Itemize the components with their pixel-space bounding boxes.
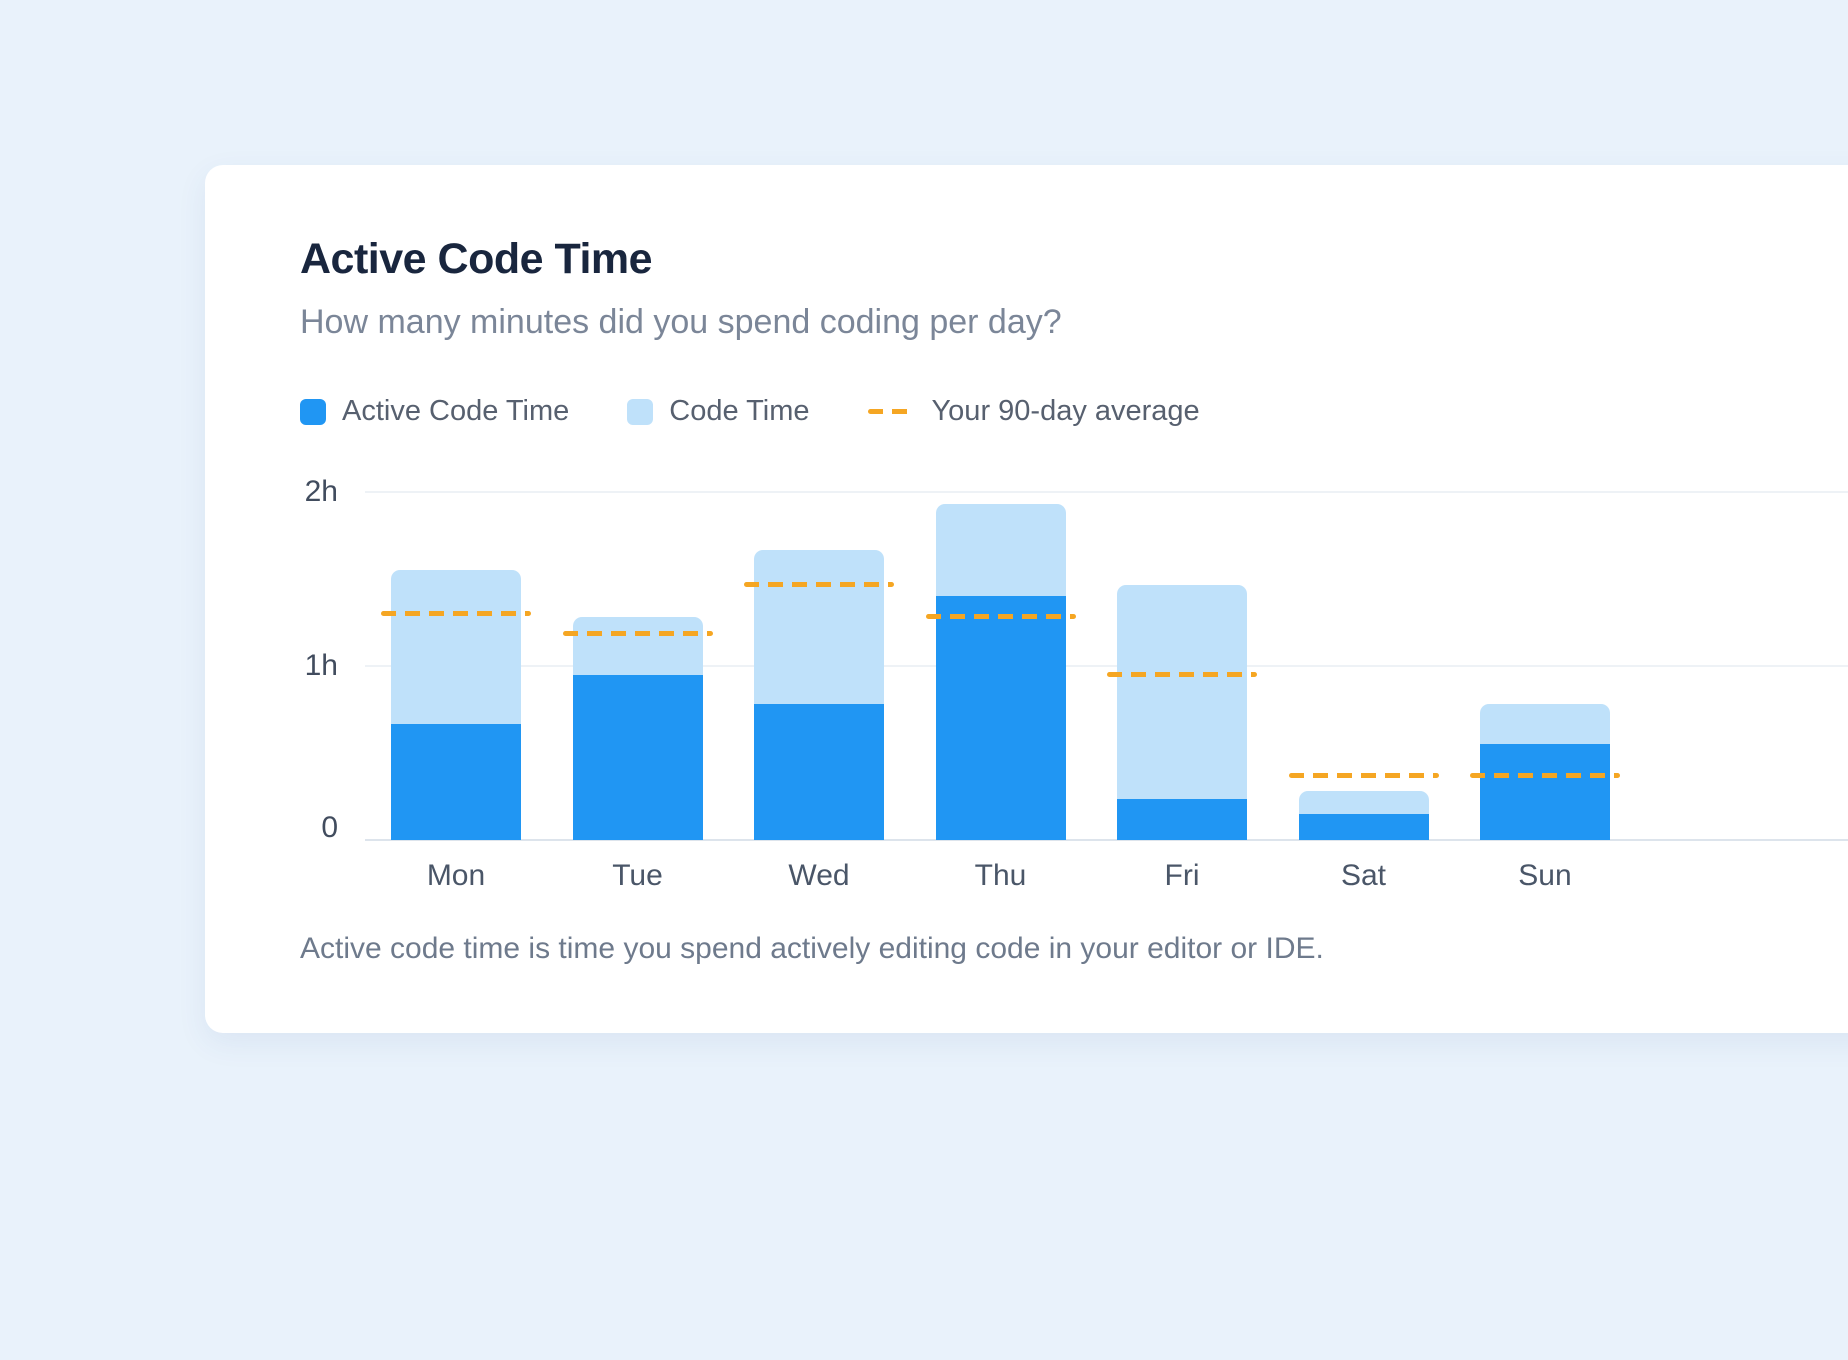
gridline-2h: [365, 491, 1848, 493]
y-tick-label-1h: 1h: [304, 649, 338, 682]
x-axis-label-thu: Thu: [974, 859, 1027, 892]
active-code-time-bar-mon: [391, 724, 521, 840]
chart: 2h 1h 0 Mon Tue Wed Thu Fri Sat Sun: [205, 460, 1848, 920]
footer-note: Active code time is time you spend activ…: [300, 932, 1324, 965]
legend-label-active-code-time: Active Code Time: [342, 395, 570, 427]
average-line-mon: [381, 610, 531, 616]
average-line-thu: [925, 613, 1076, 619]
x-axis-label-sun: Sun: [1518, 859, 1572, 892]
y-tick-label-2h: 2h: [304, 475, 338, 508]
x-axis-label-mon: Mon: [426, 859, 486, 892]
active-code-time-card: Active Code Time How many minutes did yo…: [205, 165, 1848, 1033]
average-line-sat: [1288, 773, 1439, 779]
legend-item-active-code-time: Active Code Time: [300, 395, 569, 428]
legend-item-average: Your 90-day average: [867, 395, 1200, 428]
legend-label-code-time: Code Time: [669, 395, 810, 427]
active-code-time-bar-thu: [935, 596, 1066, 840]
x-axis-label-wed: Wed: [788, 859, 850, 892]
legend-item-code-time: Code Time: [627, 395, 810, 428]
active-code-time-swatch-icon: [300, 398, 326, 425]
active-code-time-bar-sat: [1298, 813, 1429, 840]
active-code-time-bar-wed: [754, 703, 884, 840]
active-code-time-bar-sun: [1480, 744, 1610, 840]
x-axis-label-sat: Sat: [1340, 859, 1387, 892]
average-line-sun: [1470, 773, 1620, 779]
code-time-swatch-icon: [627, 398, 654, 425]
code-time-bar-fri: [1117, 584, 1247, 840]
x-axis-label-fri: Fri: [1164, 859, 1200, 892]
legend: Active Code Time Code Time Your 90-day a…: [300, 395, 1200, 428]
gridline-1h: [365, 665, 1848, 667]
y-tick-label-0: 0: [321, 811, 338, 844]
x-axis-label-tue: Tue: [612, 859, 663, 892]
subtitle: How many minutes did you spend coding pe…: [300, 303, 1062, 341]
average-line-fri: [1107, 671, 1257, 677]
active-code-time-bar-fri: [1117, 799, 1247, 840]
average-dashed-line-icon: [867, 409, 916, 414]
legend-label-average: Your 90-day average: [931, 395, 1200, 427]
average-line-tue: [562, 631, 713, 637]
page-title: Active Code Time: [300, 235, 653, 283]
active-code-time-bar-tue: [572, 674, 703, 840]
average-line-wed: [744, 581, 894, 587]
x-axis-line: [365, 839, 1848, 841]
